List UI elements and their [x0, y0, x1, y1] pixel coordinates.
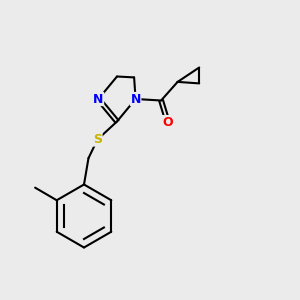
Text: N: N	[93, 92, 103, 106]
Text: N: N	[130, 92, 141, 106]
Text: O: O	[162, 116, 173, 129]
Text: S: S	[93, 133, 102, 146]
